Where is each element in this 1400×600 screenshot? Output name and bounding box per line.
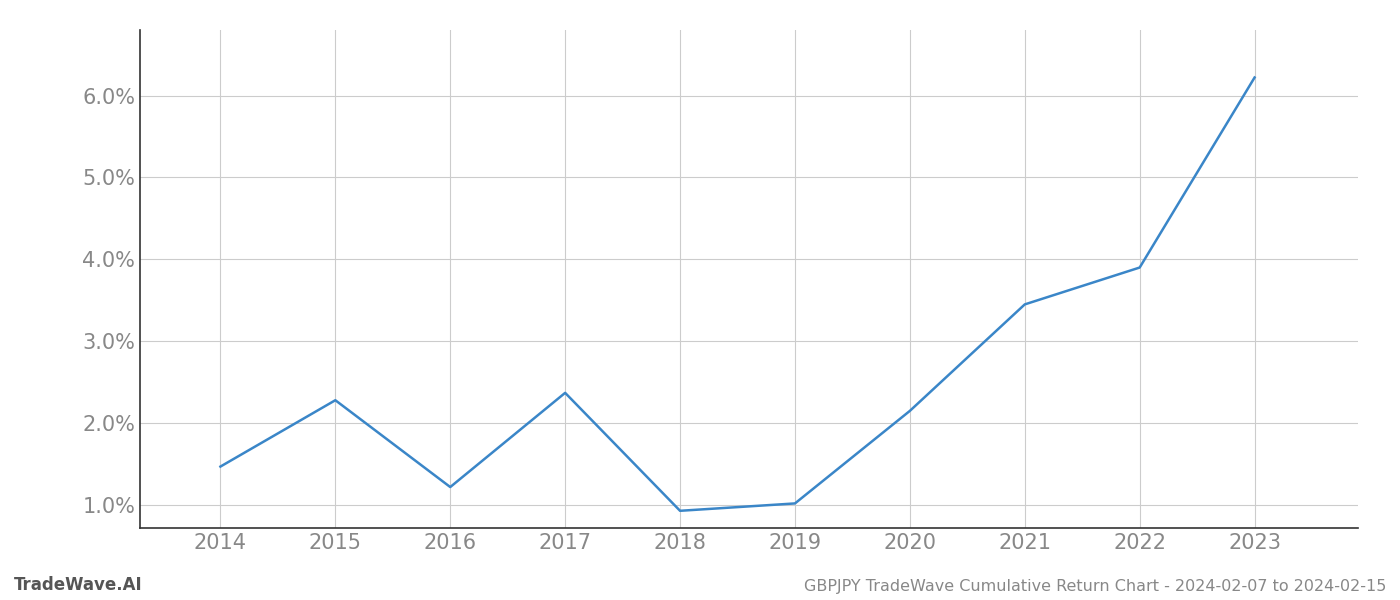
Text: TradeWave.AI: TradeWave.AI bbox=[14, 576, 143, 594]
Text: GBPJPY TradeWave Cumulative Return Chart - 2024-02-07 to 2024-02-15: GBPJPY TradeWave Cumulative Return Chart… bbox=[804, 579, 1386, 594]
